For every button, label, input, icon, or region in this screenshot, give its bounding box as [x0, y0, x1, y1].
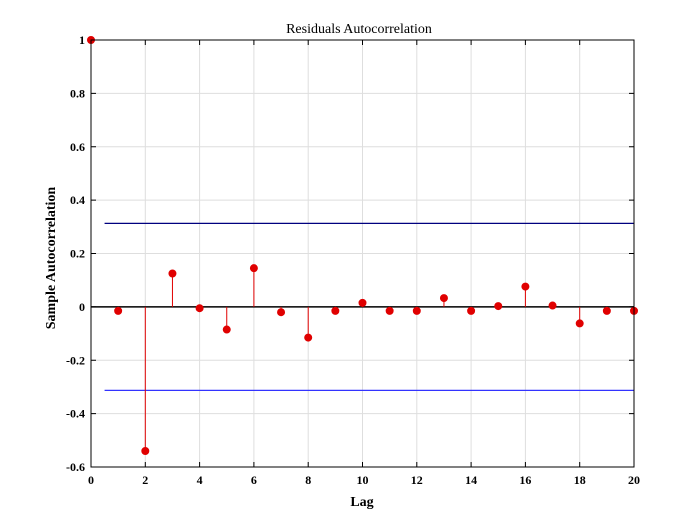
y-tick-label: 1 [79, 33, 85, 47]
stem-marker [521, 282, 530, 291]
x-tick-label: 20 [628, 473, 640, 487]
stem-marker [439, 294, 448, 303]
stem-marker [222, 325, 231, 334]
x-tick-label: 14 [465, 473, 477, 487]
stem-marker [385, 306, 394, 315]
stem-marker [304, 333, 313, 342]
x-tick-label: 16 [519, 473, 531, 487]
y-tick-label: -0.6 [66, 460, 85, 474]
x-tick-label: 0 [88, 473, 94, 487]
y-axis-label: Sample Autocorrelation [44, 187, 59, 330]
stem-marker [114, 306, 123, 315]
x-tick-label: 2 [142, 473, 148, 487]
x-tick-label: 10 [357, 473, 369, 487]
stem-marker [168, 269, 177, 278]
stem-marker [548, 301, 557, 310]
stem-marker [277, 308, 286, 317]
stem-marker [494, 302, 503, 311]
y-tick-label: 0.8 [70, 86, 85, 100]
ticks: 0 2 4 6 8 10 12 14 16 18 20 -0.6 -0.4 -0.2 0 0.2 0.4 0.6 0… [66, 33, 640, 487]
stem-marker [575, 319, 584, 328]
confidence-bounds [104, 222, 634, 392]
x-tick-label: 8 [305, 473, 311, 487]
stem-marker [331, 306, 340, 315]
y-tick-label: 0.6 [70, 140, 85, 154]
stem-marker [412, 306, 421, 315]
stem-marker [195, 304, 204, 313]
stem-marker [249, 264, 258, 273]
x-tick-label: 12 [411, 473, 423, 487]
chart-title: Residuals Autocorrelation [286, 22, 432, 37]
stem-marker [602, 306, 611, 315]
x-tick-label: 4 [197, 473, 203, 487]
stem-marker [467, 306, 476, 315]
y-tick-label: -0.4 [66, 407, 85, 421]
stem-marker [141, 446, 150, 455]
y-tick-label: 0.2 [70, 247, 85, 261]
y-tick-label: 0 [79, 300, 85, 314]
y-tick-label: 0.4 [70, 193, 85, 207]
y-tick-label: -0.2 [66, 353, 85, 367]
stem-marker [358, 298, 367, 307]
x-axis-label: Lag [350, 495, 373, 510]
x-tick-label: 6 [251, 473, 257, 487]
x-tick-label: 18 [574, 473, 586, 487]
